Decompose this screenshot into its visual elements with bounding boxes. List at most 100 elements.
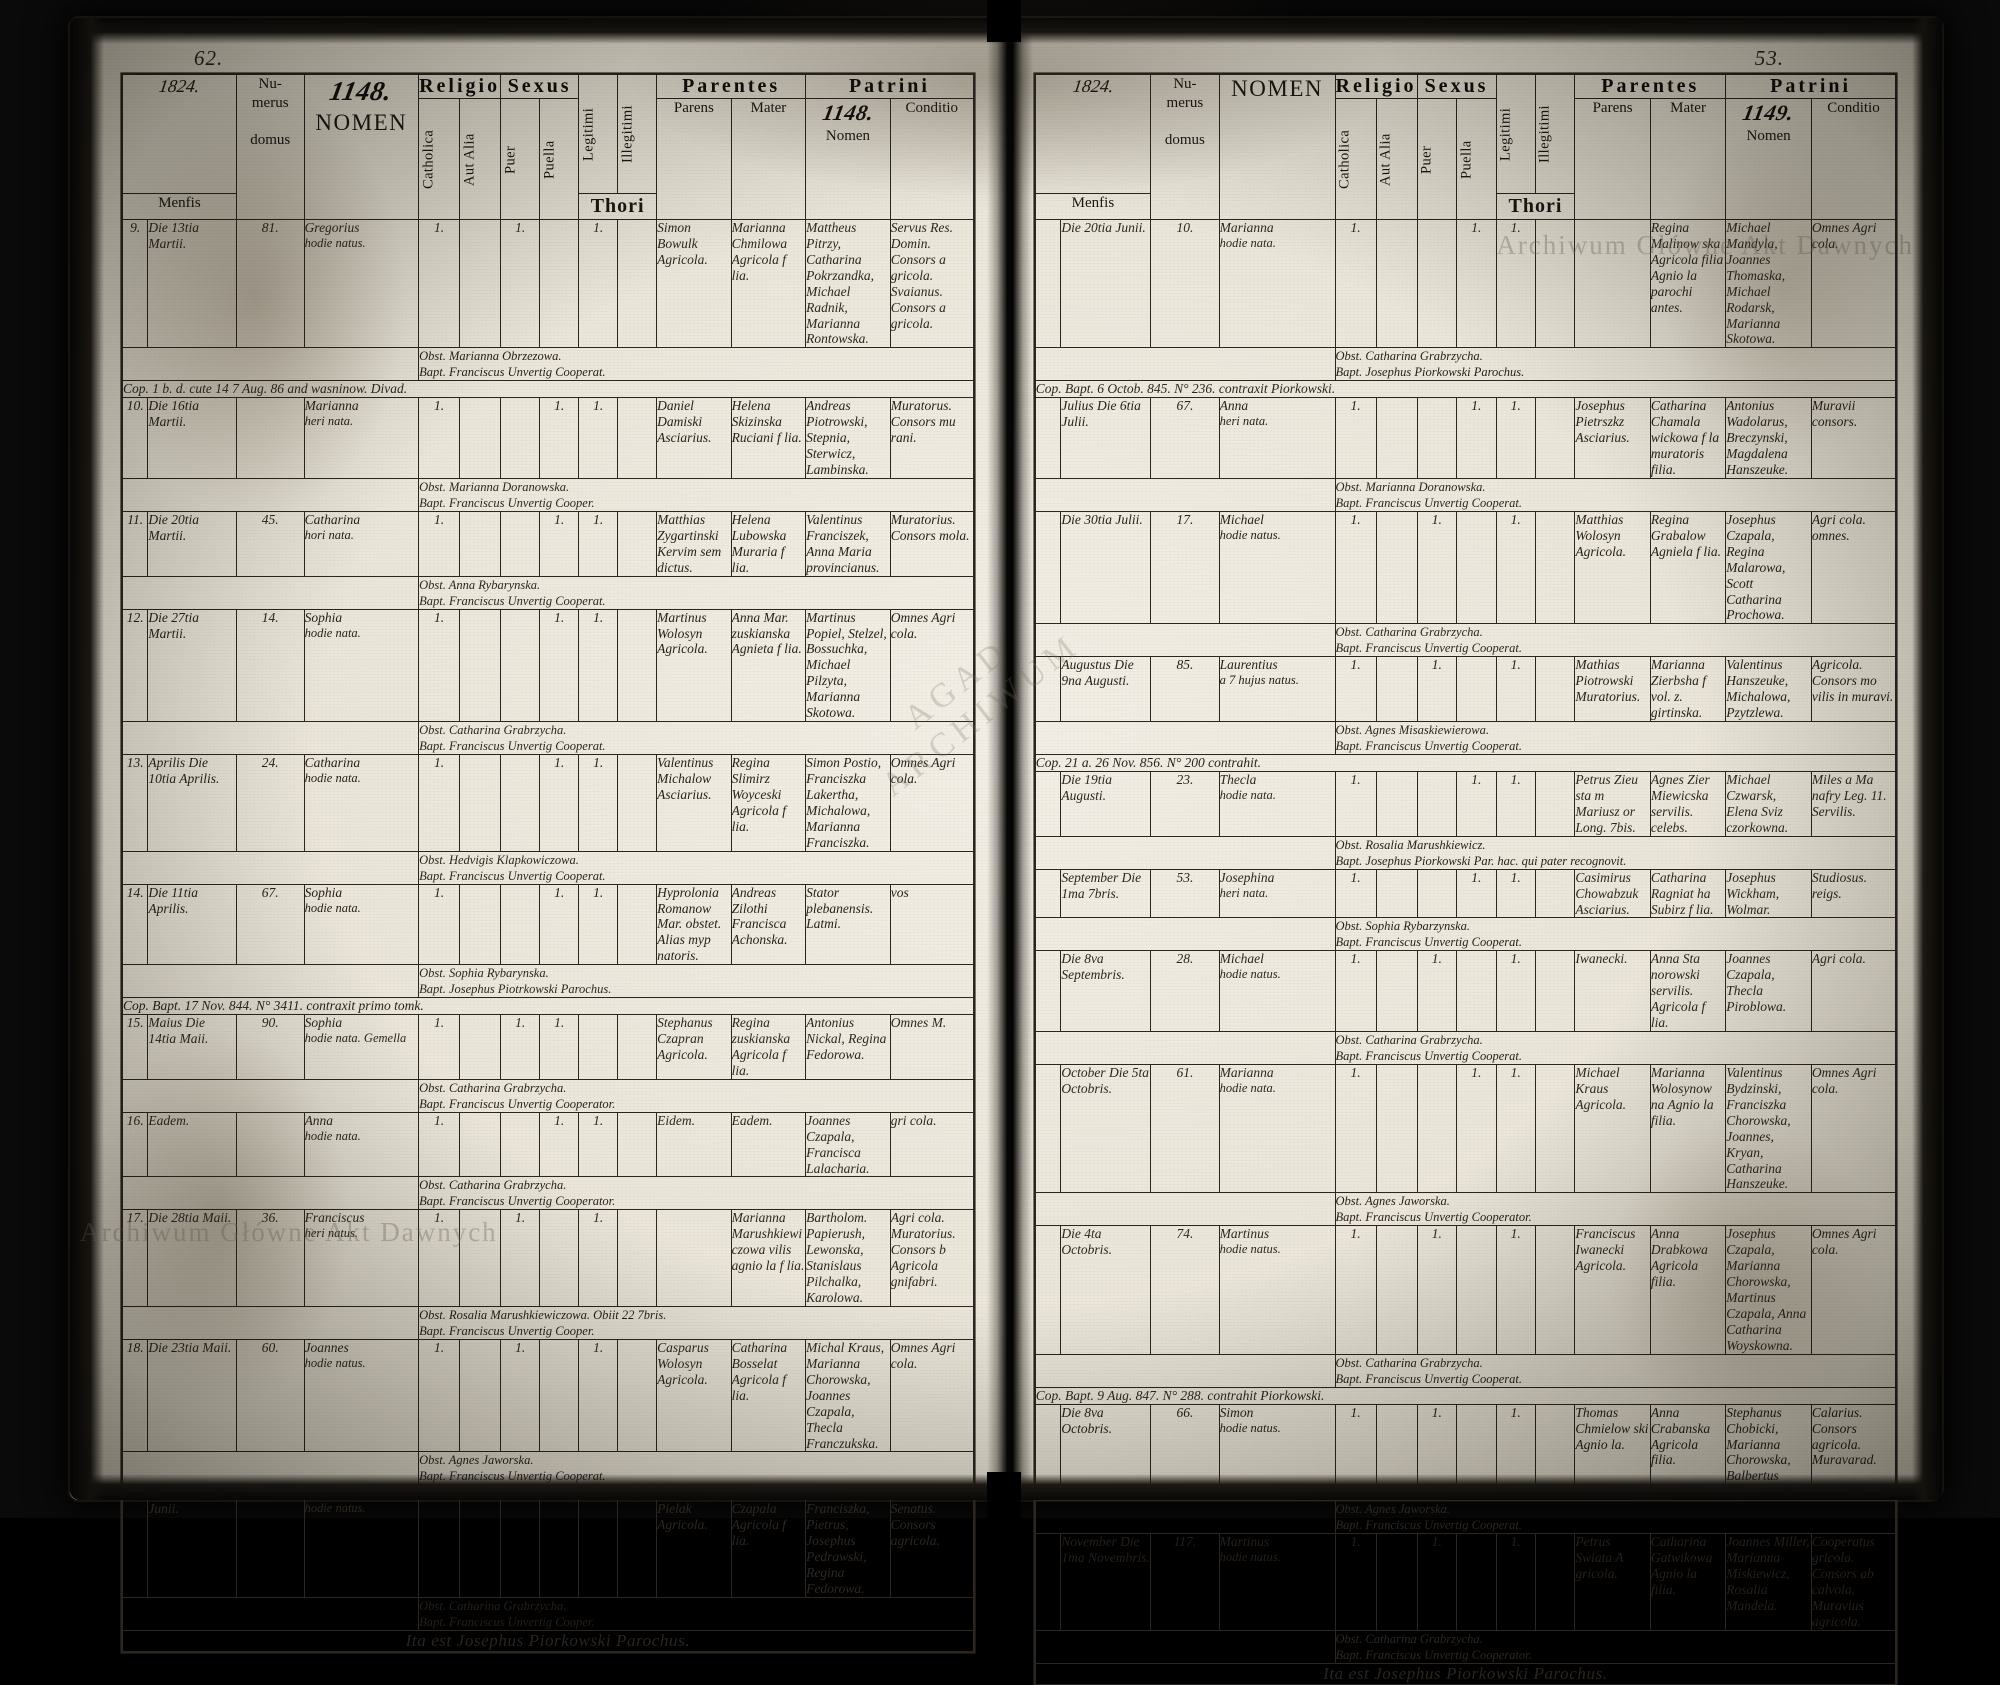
puer-cell — [500, 397, 541, 479]
legitimi-cell: 1. — [1495, 770, 1536, 837]
aut-alia-cell — [459, 883, 502, 966]
illegitimi-cell — [1534, 656, 1576, 723]
register-row: Julius Die 6tia Julii. 67. Anna heri nata. 1… — [1034, 397, 1897, 479]
menfis-cell: Die 27tia Martii. — [147, 608, 237, 723]
baptist-note: Bapt. Josephus Piorkowski Parochus. — [1335, 365, 1525, 380]
register-annotation-row: Cop. Bapt. 17 Nov. 844. N° 3411. contrax… — [122, 997, 974, 1016]
legitimi-cell: 1. — [578, 218, 619, 349]
menfis-cell: Die 19tia Augusti. — [1060, 770, 1152, 837]
register-row: October Die 5ta Octobris. 61. Marianna hodi… — [1034, 1064, 1897, 1194]
nomen-subtext: hodie natus. — [1219, 1550, 1281, 1565]
domus-cell: 70. — [235, 1484, 305, 1598]
parens-cell: Stephanus Czapran Agricola. — [656, 1014, 732, 1080]
obstetrix-note: Obst. Hedvigis Klapkowiczowa. — [419, 852, 579, 867]
nomen-cell: Anna heri nata. — [1218, 397, 1336, 479]
aut-alia-cell — [459, 1209, 502, 1308]
mater-cell: Helena Lubowska Muraria f lia. — [730, 510, 807, 577]
illegitimi-cell — [1534, 1064, 1576, 1194]
conditio-cell: Servus Res. Domin. Consors a gricola. Sv… — [889, 218, 974, 349]
officiant-note: Obst. Catharina Grabrzycha. Bapt. Francis… — [418, 1176, 974, 1211]
row-index: 14. — [121, 883, 149, 966]
catholica-cell: 1. — [1334, 510, 1377, 625]
conditio-cell: Agri cola. — [1810, 950, 1897, 1033]
legitimi-cell: 1. — [1495, 950, 1536, 1033]
patrini-nomen-cell: Michael Czwarsk, Elena Sviz czorkowna. — [1725, 770, 1812, 837]
register-row: Die 8va Septembris. 28. Michael hodie natus… — [1034, 950, 1897, 1033]
aut-alia-cell — [1375, 397, 1418, 479]
legitimi-cell: 1. — [1495, 1225, 1536, 1355]
register-annotation-row: Cop. 1 b. d. cute 14 7 Aug. 86 and wasni… — [122, 380, 974, 399]
row-index: 11. — [121, 510, 149, 577]
officiant-note: Obst. Anna Rybarynska. Bapt. Franciscus U… — [418, 576, 974, 610]
conditio-cell: Omnes Agri cola. — [1810, 1225, 1897, 1355]
baptist-note: Bapt. Franciscus Unvertig Cooper. — [419, 495, 595, 510]
legitimi-cell: 1. — [578, 1111, 619, 1178]
catholica-cell: 1. — [1334, 1064, 1377, 1194]
book-spine-bottom — [987, 1472, 1021, 1536]
parens-cell: Simon Bowulk Agricola. — [656, 218, 732, 349]
puella-cell — [539, 1339, 580, 1453]
menfis-cell: Aprilis Die 10tia Aprilis. — [147, 754, 237, 852]
catholica-header: Catholica — [1335, 98, 1377, 220]
illegitimi-cell — [617, 754, 658, 852]
nomen-subtext: hodie nata. — [1219, 235, 1276, 250]
nomen-cell: Laurentius a 7 hujus natus. — [1218, 656, 1336, 723]
officiant-note: Obst. Agnes Misaskiewierowa. Bapt. Franci… — [1334, 721, 1897, 756]
row-index: 16. — [121, 1111, 149, 1178]
register-officiant-row: Obst. Agnes Jaworska.Bapt. Franciscus Un… — [1034, 1500, 1897, 1535]
catholica-cell: 1. — [1334, 397, 1377, 479]
register-row: Die 19tia Augusti. 23. Thecla hodie nata. 1.… — [1034, 770, 1897, 837]
illegitimi-cell — [1534, 868, 1576, 919]
obstetrix-note: Obst. Rosalia Marushkiewiczowa. Obiit 22… — [419, 1308, 667, 1323]
officiant-note: Obst. Catharina Grabrzycha. Bapt. Francis… — [1334, 623, 1897, 658]
officiant-note: Obst. Sophia Rybarzynska. Bapt. Franciscu… — [1334, 917, 1897, 952]
left-page: 62. — [112, 46, 980, 1652]
nomen-subtext: hodie natus. — [1219, 1420, 1281, 1435]
officiant-spacer — [1034, 1630, 1336, 1664]
mater-cell: Catharina Bosselat Agricola f lia. — [730, 1339, 807, 1453]
conditio-cell: Agricola. Consors mo vilis in muravi. — [1810, 656, 1897, 723]
parens-cell: Hyprolonia Romanow Mar. obstet. Alias my… — [656, 883, 732, 966]
aut-alia-cell — [459, 608, 502, 723]
puer-cell — [500, 510, 541, 577]
domus-cell: 45. — [235, 510, 305, 577]
parens-cell: Casimirus Chowabzuk Asciarius. — [1574, 868, 1651, 919]
menfis-cell: Die 28tia Maii. — [147, 1209, 237, 1308]
menfis-cell: Maius Die 14tia Maii. — [147, 1014, 237, 1080]
menfis-cell: Die 23tia Maii. — [147, 1339, 237, 1453]
conditio-cell: Omnes Agri cola. — [1810, 1064, 1897, 1194]
puella-cell — [1456, 1225, 1497, 1355]
puella-cell — [539, 1484, 580, 1598]
domus-cell: 67. — [1150, 397, 1220, 479]
illegitimi-cell — [617, 397, 658, 479]
conditio-cell: Omnes Agri cola. — [889, 1339, 974, 1453]
domus-cell: 81. — [235, 218, 305, 349]
mater-cell: Catharina Gatwikowa Agnio la filia. — [1649, 1533, 1727, 1631]
officiant-spacer — [121, 576, 420, 610]
register-officiant-row: Obst. Agnes Misaskiewierowa. Bapt. Franci… — [1034, 721, 1897, 756]
right-page: 53. — [1025, 46, 1902, 1685]
menfis-cell: Die 20tia Junii. — [1060, 218, 1152, 349]
aut-alia-header: Aut Alia — [459, 98, 501, 220]
nomen-cell: Michael hodie natus. — [1218, 510, 1336, 625]
register-officiant-row: Obst. Hedvigis Klapkowiczowa. Bapt. Franc… — [121, 851, 974, 885]
baptist-note: Bapt. Franciscus Unvertig Cooperat. — [419, 868, 606, 883]
baptist-note: Bapt. Franciscus Unvertig Cooperat. — [1335, 1371, 1522, 1386]
parens-cell — [1574, 218, 1651, 349]
baptist-note: Bapt. Franciscus Unvertig Cooperator. — [419, 1096, 616, 1111]
legitimi-cell: 1. — [578, 1484, 619, 1598]
puer-header: Puer — [1417, 98, 1457, 220]
year-header: 1824. — [122, 74, 237, 194]
parens-cell: Sebastianus Pielak Agricola. — [656, 1484, 732, 1598]
conditio-cell: Omnes Agri cola. — [889, 754, 974, 852]
illegitimi-header: Illegitimi — [1535, 74, 1575, 194]
book-spine-top — [987, 0, 1021, 42]
catholica-cell: 1. — [418, 754, 461, 852]
register-row: 18. Die 23tia Maii. 60. Joannes hodie natus.… — [121, 1339, 974, 1453]
menfis-cell: Die 4ta Octobris. — [1060, 1225, 1152, 1355]
conditio-cell: Agri cola. omnes. — [1810, 510, 1897, 625]
aut-alia-cell — [1375, 1064, 1418, 1194]
officiant-spacer — [121, 1306, 420, 1341]
officiant-note: Obst. Agnes Jaworska.Bapt. Franciscus Un… — [1334, 1192, 1897, 1227]
patrini-nomen-cell: Mattheus Pitrzy, Catharina Pokrzandka, M… — [805, 218, 891, 349]
